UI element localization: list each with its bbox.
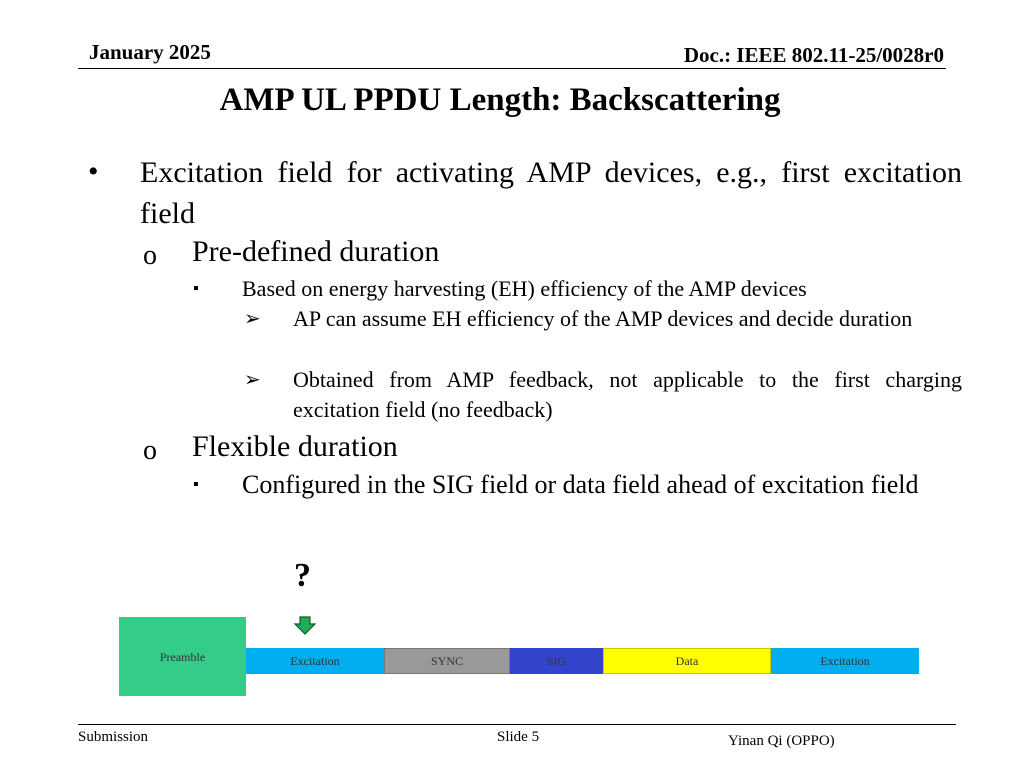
bullet-marker: ▪ — [193, 280, 199, 297]
preamble-block: Preamble — [119, 617, 246, 696]
question-mark: ? — [294, 557, 311, 594]
header-date: January 2025 — [89, 40, 211, 64]
data-segment: Data — [603, 648, 771, 674]
bullet-marker: ▪ — [193, 476, 199, 493]
header-doc-id: Doc.: IEEE 802.11-25/0028r0 — [683, 43, 944, 67]
bullet-marker: ➢ — [244, 369, 261, 391]
sync-segment: SYNC — [384, 648, 510, 674]
bullet-marker: ➢ — [244, 308, 261, 330]
footer-author: Yinan Qi (OPPO) — [728, 733, 835, 749]
footer-submission: Submission — [78, 729, 149, 745]
arrow-down-icon — [293, 616, 317, 635]
bullet-eh-efficiency: Based on energy harvesting (EH) efficien… — [242, 276, 807, 301]
bullet-marker: • — [88, 155, 99, 188]
slide-title: AMP UL PPDU Length: Backscattering — [219, 82, 781, 118]
footer-divider — [78, 724, 956, 725]
excitation-segment: Excitation — [771, 648, 919, 674]
bullet-marker: o — [143, 240, 157, 271]
bullet-amp-feedback: Obtained from AMP feedback, not applicab… — [293, 367, 962, 422]
bullet-predefined-duration: Pre-defined duration — [192, 235, 440, 268]
bullet-excitation-field: Excitation field for activating AMP devi… — [140, 156, 962, 230]
bullet-marker: o — [143, 435, 157, 466]
footer-slide-number: Slide 5 — [497, 729, 540, 745]
bullet-sig-config: Configured in the SIG field or data fiel… — [242, 470, 919, 499]
header-divider — [78, 68, 946, 69]
bullet-ap-assume: AP can assume EH efficiency of the AMP d… — [293, 306, 913, 331]
sig-segment: SIG — [510, 648, 603, 674]
excitation-segment: Excitation — [246, 648, 384, 674]
bullet-flexible-duration: Flexible duration — [192, 430, 398, 463]
